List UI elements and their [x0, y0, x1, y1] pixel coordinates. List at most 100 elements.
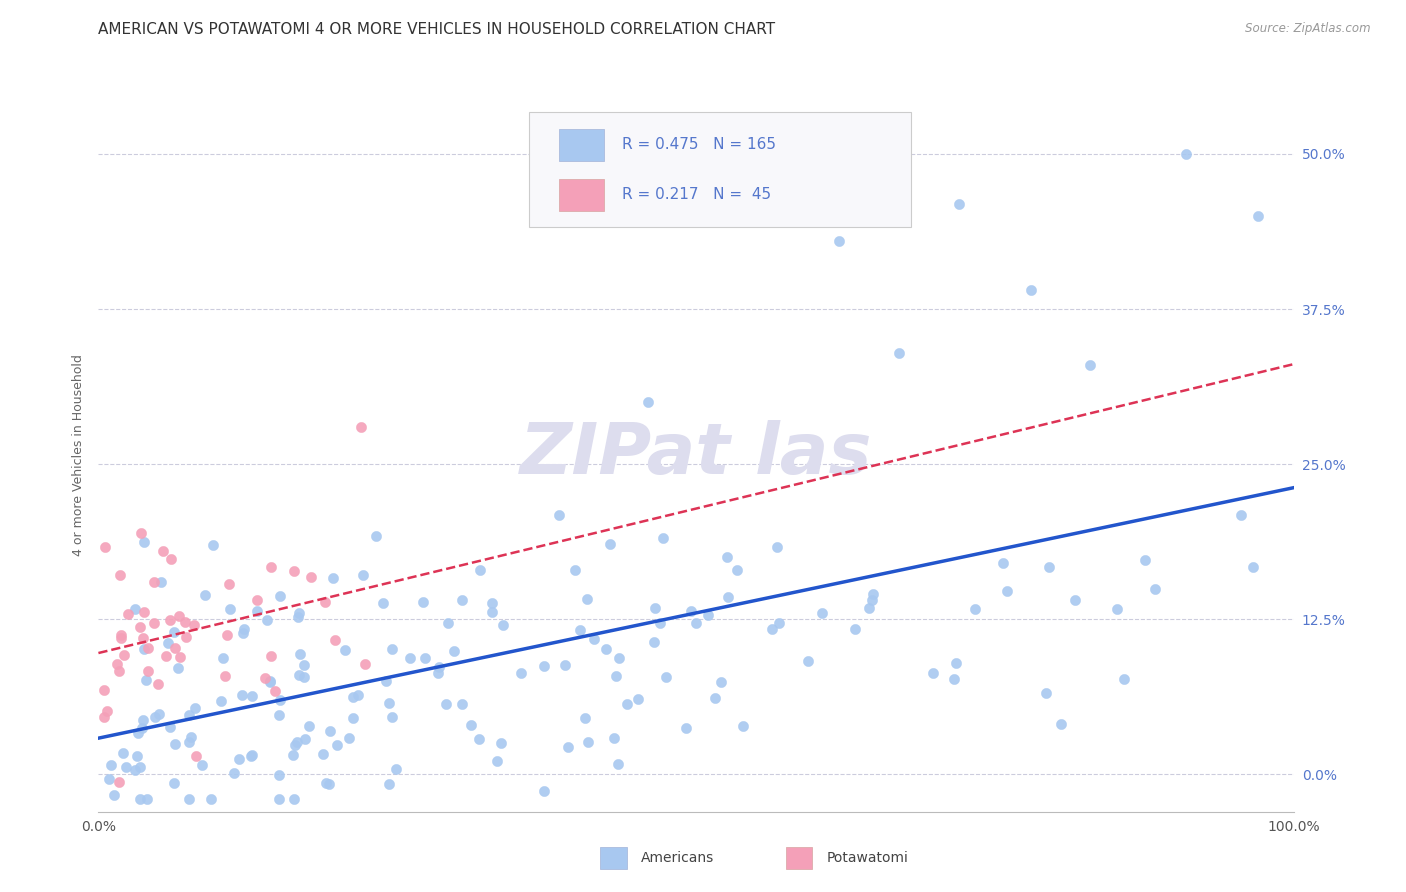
Point [652, 531, 675, 545]
Point [169, 650, 191, 665]
Point [100, 757, 122, 772]
Point [533, 659, 555, 673]
Point [240, 748, 263, 763]
Point [110, 627, 132, 641]
Point [378, 696, 401, 710]
Point [246, 604, 269, 618]
Point [117, 607, 139, 622]
Point [159, 720, 181, 734]
Point [607, 650, 630, 665]
Point [129, 525, 152, 540]
Point [568, 623, 591, 637]
Point [354, 657, 377, 671]
Point [299, 570, 322, 584]
Point [152, 544, 174, 558]
Point [655, 670, 678, 684]
Point [704, 691, 727, 706]
Point [269, 589, 291, 603]
Point [183, 618, 205, 632]
Point [297, 719, 319, 733]
Point [319, 723, 342, 738]
Point [132, 713, 155, 727]
Point [149, 574, 172, 589]
Point [108, 567, 131, 582]
Point [427, 660, 450, 674]
Point [582, 632, 605, 646]
Point [233, 622, 256, 636]
Point [1114, 672, 1136, 686]
Point [287, 607, 309, 621]
Point [194, 588, 217, 602]
Point [1241, 560, 1264, 574]
Text: Americans: Americans [641, 851, 714, 865]
Point [96, 704, 118, 718]
Point [717, 590, 740, 604]
Point [200, 792, 222, 806]
Point [159, 613, 181, 627]
Point [292, 670, 315, 684]
Point [616, 697, 638, 711]
Point [337, 731, 360, 745]
Point [434, 697, 457, 711]
Point [177, 708, 200, 723]
Bar [558, 128, 605, 161]
Point [605, 669, 627, 683]
Point [129, 792, 152, 806]
Point [127, 726, 149, 740]
Point [697, 608, 720, 623]
Point [174, 615, 197, 630]
Point [167, 608, 190, 623]
Point [761, 623, 783, 637]
Point [443, 644, 465, 658]
Point [681, 604, 703, 618]
Point [844, 622, 866, 636]
Point [135, 673, 157, 688]
Point [574, 711, 596, 725]
Point [921, 666, 943, 681]
Point [322, 571, 344, 585]
Point [94, 540, 117, 554]
Point [413, 651, 436, 665]
Point [675, 721, 697, 735]
Point [315, 776, 337, 790]
Point [177, 792, 200, 806]
Point [136, 792, 159, 806]
Bar [600, 847, 627, 869]
Point [218, 577, 240, 591]
Point [371, 596, 394, 610]
Point [214, 669, 236, 683]
Point [129, 620, 152, 634]
Point [186, 748, 208, 763]
Point [450, 593, 472, 607]
Point [860, 593, 883, 607]
Point [134, 605, 156, 619]
Text: R = 0.475   N = 165: R = 0.475 N = 165 [621, 137, 776, 153]
Y-axis label: 4 or more Vehicles in Household: 4 or more Vehicles in Household [72, 354, 84, 556]
Point [267, 767, 290, 781]
Point [637, 395, 659, 409]
Point [240, 689, 263, 703]
Point [260, 648, 283, 663]
Point [427, 665, 450, 680]
Point [246, 593, 269, 607]
Point [228, 752, 250, 766]
Point [269, 692, 291, 706]
Point [103, 788, 125, 802]
Point [1246, 209, 1268, 223]
Point [166, 661, 188, 675]
Point [333, 643, 356, 657]
Point [963, 601, 986, 615]
Point [1175, 147, 1198, 161]
Point [576, 735, 599, 749]
Point [643, 634, 665, 648]
Point [269, 708, 291, 723]
Point [93, 710, 115, 724]
Point [492, 617, 515, 632]
Text: Potawatomi: Potawatomi [827, 851, 908, 865]
Point [131, 632, 153, 646]
Text: Source: ZipAtlas.com: Source: ZipAtlas.com [1246, 22, 1371, 36]
Point [548, 508, 571, 522]
Point [381, 710, 404, 724]
Point [260, 560, 283, 574]
Point [125, 749, 148, 764]
